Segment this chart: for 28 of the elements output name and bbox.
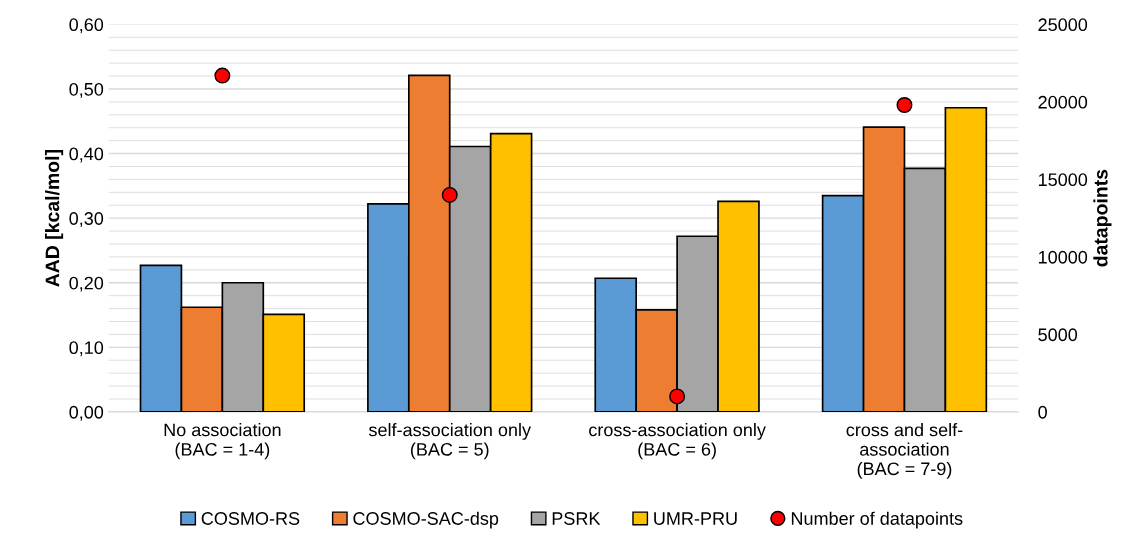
legend-label: PSRK (552, 512, 601, 525)
legend-label: COSMO-RS (201, 512, 300, 525)
y-tick-label: 0,20 (69, 276, 104, 292)
x-tick-label: self-association only (BAC = 5) (368, 423, 531, 460)
legend-label: Number of datapoints (791, 511, 963, 529)
y-tick-label: 0,50 (69, 82, 104, 98)
x-tick-label: cross and self- association (BAC = 7-9) (846, 423, 963, 479)
legend-label: UMR-PRU (654, 512, 737, 525)
y2-tick-label: 15000 (1038, 173, 1088, 187)
point (214, 67, 231, 84)
y2-tick-label: 0 (1038, 405, 1047, 419)
y-axis-title: AAD [kcal/mol] (45, 150, 64, 287)
y-tick-label: 0,10 (69, 341, 104, 357)
point (896, 97, 913, 113)
y2-tick-label: 10000 (1038, 250, 1088, 264)
x-tick-label: cross-association only (BAC = 6) (589, 423, 766, 460)
y-tick-label: 0,40 (69, 147, 104, 163)
point (669, 388, 686, 405)
y-tick-label: 0,60 (69, 18, 104, 34)
y2-tick-label: 5000 (1038, 328, 1078, 342)
y2-axis-title: datapoints (1093, 169, 1112, 267)
point (441, 186, 458, 203)
x-tick-label: No association (BAC = 1-4) (164, 423, 281, 460)
y2-tick-label: 25000 (1038, 18, 1088, 32)
y-tick-label: 0,00 (69, 405, 104, 421)
y2-tick-label: 20000 (1038, 95, 1088, 109)
legend-label: COSMO-SAC-dsp (353, 511, 499, 529)
y-tick-label: 0,30 (69, 212, 104, 228)
